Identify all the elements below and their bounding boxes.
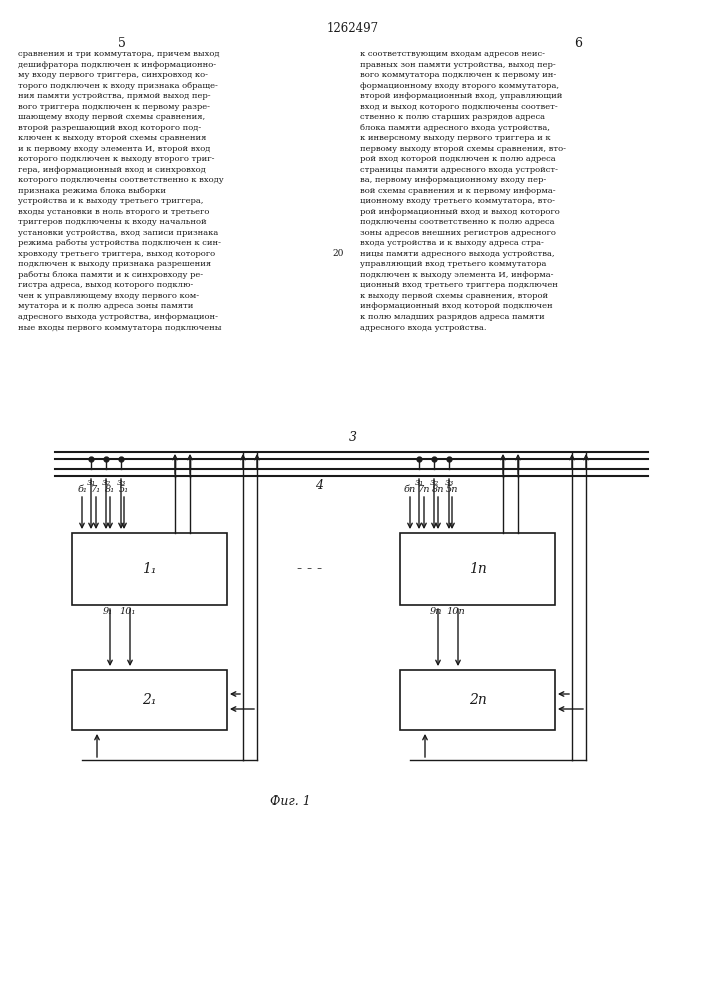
Text: з₂: з₂: [429, 478, 438, 487]
Text: 9п: 9п: [430, 607, 443, 616]
Text: з₂: з₂: [101, 478, 110, 487]
Text: 7п: 7п: [418, 485, 431, 494]
Bar: [400, 533, 555, 605]
Bar: [400, 670, 555, 730]
Text: 5п: 5п: [445, 485, 458, 494]
Text: 2п: 2п: [469, 693, 486, 707]
Text: бп: бп: [404, 485, 416, 494]
Bar: [72, 533, 227, 605]
Text: з₁: з₁: [414, 478, 423, 487]
Text: 10п: 10п: [447, 607, 465, 616]
Text: - - -: - - -: [298, 562, 322, 576]
Text: б₁: б₁: [77, 485, 87, 494]
Text: 9₁: 9₁: [103, 607, 113, 616]
Text: 1262497: 1262497: [327, 22, 379, 35]
Text: 2₁: 2₁: [142, 693, 157, 707]
Text: сравнения и три коммутатора, причем выход
дешифратора подключен к информационно-: сравнения и три коммутатора, причем выхо…: [18, 50, 223, 332]
Text: 5₁: 5₁: [119, 485, 129, 494]
Text: 1₁: 1₁: [142, 562, 157, 576]
Text: 20: 20: [332, 249, 344, 258]
Bar: [72, 670, 227, 730]
Text: 8₁: 8₁: [105, 485, 115, 494]
Text: 3: 3: [349, 431, 357, 444]
Text: 1п: 1п: [469, 562, 486, 576]
Text: 8п: 8п: [432, 485, 444, 494]
Text: 10₁: 10₁: [119, 607, 136, 616]
Text: 7₁: 7₁: [91, 485, 101, 494]
Text: 6: 6: [574, 37, 582, 50]
Text: з₃: з₃: [117, 478, 126, 487]
Text: 5: 5: [118, 37, 126, 50]
Text: к соответствующим входам адресов неис-
правных зон памяти устройства, выход пер-: к соответствующим входам адресов неис- п…: [360, 50, 566, 332]
Text: з₁: з₁: [86, 478, 95, 487]
Text: 4: 4: [315, 479, 323, 492]
Text: Фиг. 1: Фиг. 1: [269, 795, 310, 808]
Text: з₃: з₃: [445, 478, 454, 487]
